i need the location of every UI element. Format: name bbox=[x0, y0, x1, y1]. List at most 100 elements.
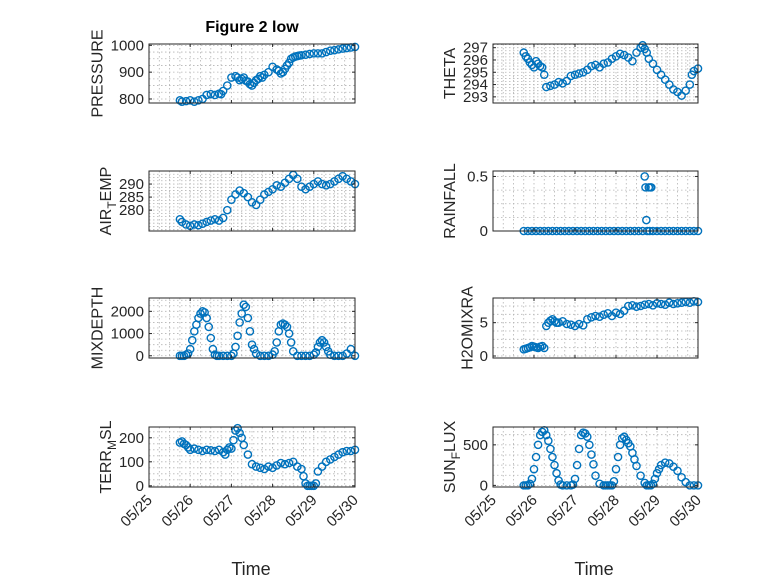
data-point bbox=[652, 65, 662, 75]
axes-frame bbox=[492, 170, 699, 232]
x-tick-label: 05/27 bbox=[200, 492, 239, 531]
data-point bbox=[644, 54, 654, 64]
data-point bbox=[206, 89, 216, 99]
data-point bbox=[200, 308, 209, 317]
data-point bbox=[615, 49, 625, 59]
y-tick-label: 297 bbox=[463, 40, 488, 57]
x-tick-label: 05/29 bbox=[625, 492, 664, 531]
data-point bbox=[239, 300, 249, 309]
data-point bbox=[644, 299, 654, 309]
data-point bbox=[346, 446, 356, 456]
data-point bbox=[183, 443, 193, 452]
y-tick-label: 0.5 bbox=[467, 168, 488, 185]
data-point bbox=[227, 444, 236, 453]
data-series bbox=[175, 42, 360, 106]
data-point bbox=[190, 444, 199, 453]
data-point bbox=[346, 344, 356, 354]
data-series bbox=[519, 425, 703, 490]
data-point bbox=[595, 312, 604, 321]
y-tick-label: 0 bbox=[480, 223, 488, 240]
y-label-rest: EMP bbox=[98, 167, 115, 202]
data-point bbox=[293, 351, 302, 361]
data-point bbox=[568, 480, 578, 489]
data-point bbox=[527, 474, 537, 484]
data-point bbox=[544, 436, 553, 446]
y-label-main: AIR bbox=[98, 209, 115, 236]
y-tick-label: 296 bbox=[463, 52, 488, 69]
y-tick-label: 0 bbox=[480, 477, 488, 494]
data-point bbox=[570, 70, 580, 80]
data-point bbox=[190, 97, 199, 106]
data-point bbox=[214, 351, 224, 361]
data-point bbox=[338, 447, 347, 457]
data-point bbox=[587, 450, 596, 459]
x-tick-label: 05/26 bbox=[502, 492, 541, 531]
data-point bbox=[574, 69, 584, 78]
data-point bbox=[280, 459, 290, 469]
y-label-subscript: T bbox=[105, 201, 119, 209]
data-point bbox=[206, 216, 216, 225]
data-point bbox=[183, 349, 193, 358]
data-point bbox=[685, 481, 695, 490]
data-point bbox=[537, 341, 547, 351]
y-tick-label: 1000 bbox=[111, 326, 144, 343]
y-axis-label: RAINFALL bbox=[442, 163, 459, 239]
x-axis-label-left: Time bbox=[231, 559, 270, 579]
data-point bbox=[270, 347, 279, 356]
x-tick-label: 05/25 bbox=[461, 492, 500, 531]
data-point bbox=[611, 464, 621, 474]
data-point bbox=[196, 309, 205, 318]
data-point bbox=[251, 200, 261, 210]
axes-frame bbox=[148, 170, 356, 232]
data-series bbox=[519, 40, 703, 100]
y-label-main: SUN bbox=[442, 459, 459, 493]
y-axis-label: SUNFLUX bbox=[442, 421, 463, 494]
data-point bbox=[264, 67, 273, 77]
data-point bbox=[233, 423, 242, 433]
data-point bbox=[539, 343, 549, 353]
data-point bbox=[276, 458, 286, 468]
data-point bbox=[243, 313, 253, 323]
x-tick-label: 05/30 bbox=[666, 492, 705, 531]
data-point bbox=[311, 348, 321, 357]
data-point bbox=[194, 445, 203, 455]
subplot-8: 0 500 05/25 05/26 05/27 05/28 05/29 05/30 SUNFLU… bbox=[442, 421, 705, 531]
data-point bbox=[202, 445, 211, 455]
data-point bbox=[227, 351, 236, 361]
data-point bbox=[297, 50, 306, 60]
data-point bbox=[546, 444, 555, 454]
data-point bbox=[198, 446, 207, 456]
data-point bbox=[319, 338, 329, 347]
data-point bbox=[660, 300, 670, 309]
data-point bbox=[227, 73, 236, 82]
data-point bbox=[591, 311, 600, 321]
data-point bbox=[628, 56, 637, 66]
data-point bbox=[334, 45, 343, 54]
data-point bbox=[247, 340, 257, 349]
data-point bbox=[260, 351, 269, 361]
data-point bbox=[309, 481, 319, 491]
data-point bbox=[255, 351, 265, 361]
data-point bbox=[243, 192, 253, 202]
data-point bbox=[646, 183, 656, 192]
data-point bbox=[229, 435, 238, 445]
data-point bbox=[554, 318, 563, 327]
data-point bbox=[646, 481, 656, 490]
data-point bbox=[585, 440, 594, 450]
data-point bbox=[562, 481, 572, 490]
data-point bbox=[576, 430, 586, 440]
data-point bbox=[338, 44, 347, 53]
data-point bbox=[685, 80, 695, 89]
x-tick-label: 05/25 bbox=[117, 492, 156, 531]
chart-title: Figure 2 low bbox=[205, 19, 299, 36]
data-point bbox=[650, 474, 660, 484]
data-point bbox=[669, 299, 678, 309]
data-point bbox=[548, 452, 557, 462]
data-series bbox=[175, 170, 360, 231]
data-point bbox=[231, 342, 240, 352]
data-point bbox=[330, 45, 339, 55]
data-point bbox=[235, 318, 244, 327]
